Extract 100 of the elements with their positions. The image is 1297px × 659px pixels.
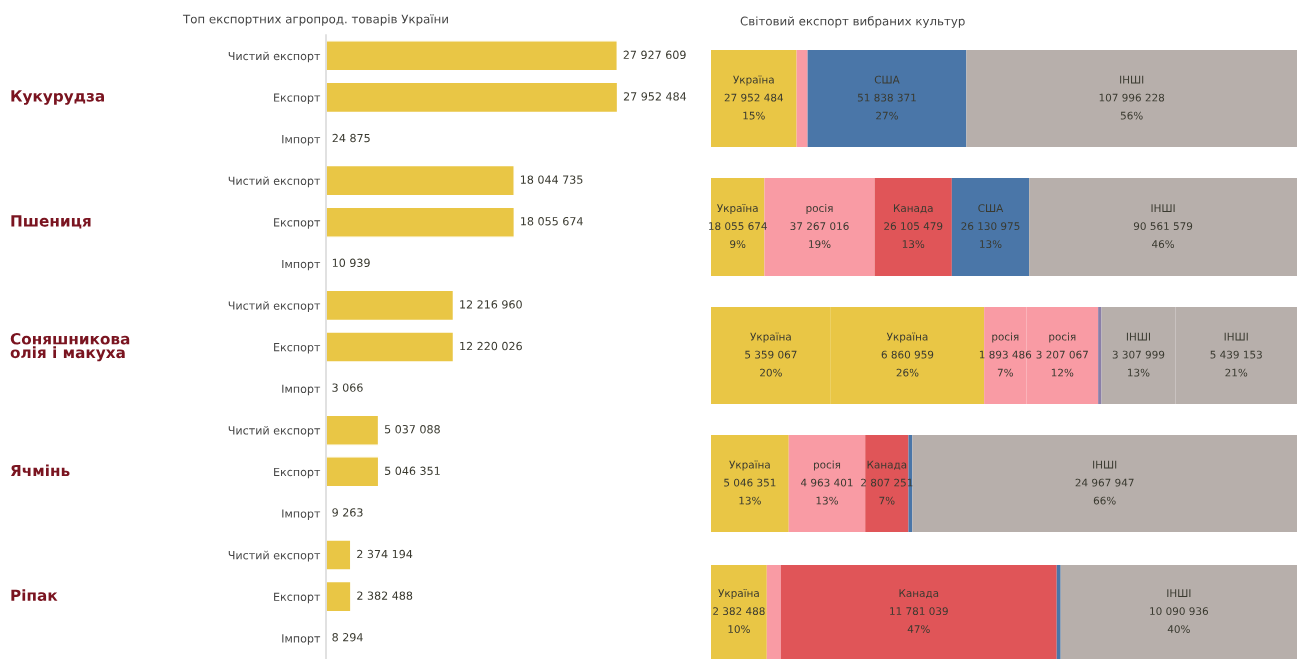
y-tick-label: Чистий експорт [228, 301, 321, 312]
data-label: 1 893 486 7% [979, 350, 1032, 377]
series-label: Україна [717, 203, 758, 215]
y-tick-label: Чистий експорт [228, 176, 321, 188]
bar [1029, 178, 1297, 276]
bar [874, 178, 952, 276]
data-label: 37 267 016 19% [790, 222, 849, 249]
chart-title: Світовий експорт вибраних культур [740, 16, 965, 28]
bar [807, 50, 967, 147]
data-label: 8 294 [332, 633, 363, 642]
bar [326, 539, 352, 571]
data-label: 9 263 [332, 508, 363, 517]
data-label: 24 967 947 66% [1075, 478, 1134, 505]
series-label: США [874, 75, 900, 84]
data-label: 5 046 351 [385, 466, 440, 476]
bar [912, 435, 1297, 532]
bar [711, 178, 765, 276]
data-label: 5 439 153 21% [1210, 350, 1262, 377]
y-tick-label: Імпорт [282, 384, 321, 396]
bar [796, 50, 808, 147]
bar [951, 178, 1030, 276]
y-tick-label: Імпорт [282, 135, 321, 146]
series-label: Україна [718, 588, 759, 600]
series-label: США [978, 204, 1004, 213]
y-tick-label: Чистий експорт [228, 426, 321, 437]
text: Ячмінь [10, 464, 70, 477]
bar [1056, 565, 1061, 659]
data-label: 51 838 371 27% [857, 93, 916, 120]
series-label: росія [1049, 332, 1076, 343]
data-label: 10 090 936 40% [1150, 607, 1209, 634]
series-label: Україна [750, 332, 791, 343]
data-label: 2 374 194 [357, 549, 413, 559]
data-label: 5 359 067 20% [745, 350, 797, 377]
data-label: 12 220 026 [460, 341, 522, 351]
data-label: 90 561 579 46% [1133, 222, 1193, 249]
data-label: 12 216 960 [460, 300, 522, 309]
text: Ріпак [11, 589, 58, 602]
data-label: 27 952 484 15% [724, 93, 784, 120]
series-label: Канада [899, 589, 939, 599]
bar [711, 50, 797, 147]
series-label: ІНШІ [1151, 204, 1175, 212]
bar [326, 40, 618, 72]
data-label: 4 963 401 13% [800, 478, 853, 505]
series-label: ІНШІ [1167, 589, 1191, 597]
y-tick-label: Експорт [274, 93, 321, 104]
bar [788, 435, 866, 532]
data-label: 5 037 088 [384, 425, 440, 434]
bar [326, 580, 352, 613]
bar [711, 565, 767, 659]
series-label: ІНШІ [1126, 332, 1150, 341]
series-label: ІНШІ [1224, 332, 1248, 341]
y-tick-label: Експорт [274, 218, 321, 229]
data-label: 26 105 479 13% [884, 222, 943, 249]
bar [326, 164, 515, 197]
bar [1098, 307, 1102, 404]
chart-title: Топ експортних агропрод. товарів України [182, 14, 448, 26]
series-label: росія [813, 460, 841, 471]
data-label: 2 382 488 [357, 591, 413, 600]
data-label: 107 996 228 56% [1099, 93, 1165, 120]
data-label: 10 939 [332, 258, 370, 268]
text: Соняшникова олія і макуха [10, 333, 130, 362]
bar [1060, 565, 1297, 659]
series-label: Канада [867, 460, 907, 470]
data-label: 27 927 609 [623, 50, 686, 60]
text: Пшениця [11, 215, 91, 229]
text: Кукурудза [11, 90, 104, 105]
bar [326, 456, 380, 488]
data-label: 26 130 975 13% [961, 222, 1020, 249]
data-label: 2 382 488 10% [713, 607, 765, 634]
data-label: 3 066 [332, 383, 363, 392]
bar [966, 50, 1297, 147]
bar [326, 414, 380, 446]
data-label: 18 044 735 [520, 175, 583, 184]
bar [326, 331, 455, 363]
series-label: Канада [893, 204, 933, 214]
y-tick-label: Експорт [274, 467, 321, 479]
bar [711, 435, 789, 532]
bar [326, 81, 619, 114]
data-label: 27 952 484 [623, 92, 687, 101]
data-label: 24 875 [332, 133, 370, 143]
series-label: ІНШІ [1120, 75, 1144, 84]
y-tick-label: Імпорт [282, 634, 321, 645]
series-label: ІНШІ [1093, 460, 1117, 469]
y-tick-label: Експорт [274, 592, 321, 604]
y-tick-label: Імпорт [282, 259, 321, 271]
data-label: 18 055 674 [521, 217, 583, 226]
series-label: росія [992, 332, 1019, 343]
bar [326, 289, 455, 322]
data-label: 6 860 959 26% [881, 350, 934, 377]
y-tick-label: Чистий експорт [228, 51, 321, 63]
bar [326, 206, 516, 238]
series-label: росія [806, 203, 833, 215]
data-label: 11 781 039 47% [890, 607, 948, 634]
series-label: Україна [729, 460, 770, 471]
y-tick-label: Чистий експорт [228, 550, 321, 562]
bar [780, 565, 1057, 659]
data-label: 5 046 351 13% [724, 478, 776, 505]
data-label: 3 207 067 12% [1036, 350, 1088, 377]
series-label: Україна [733, 75, 774, 86]
data-label: 3 307 999 13% [1112, 350, 1165, 377]
